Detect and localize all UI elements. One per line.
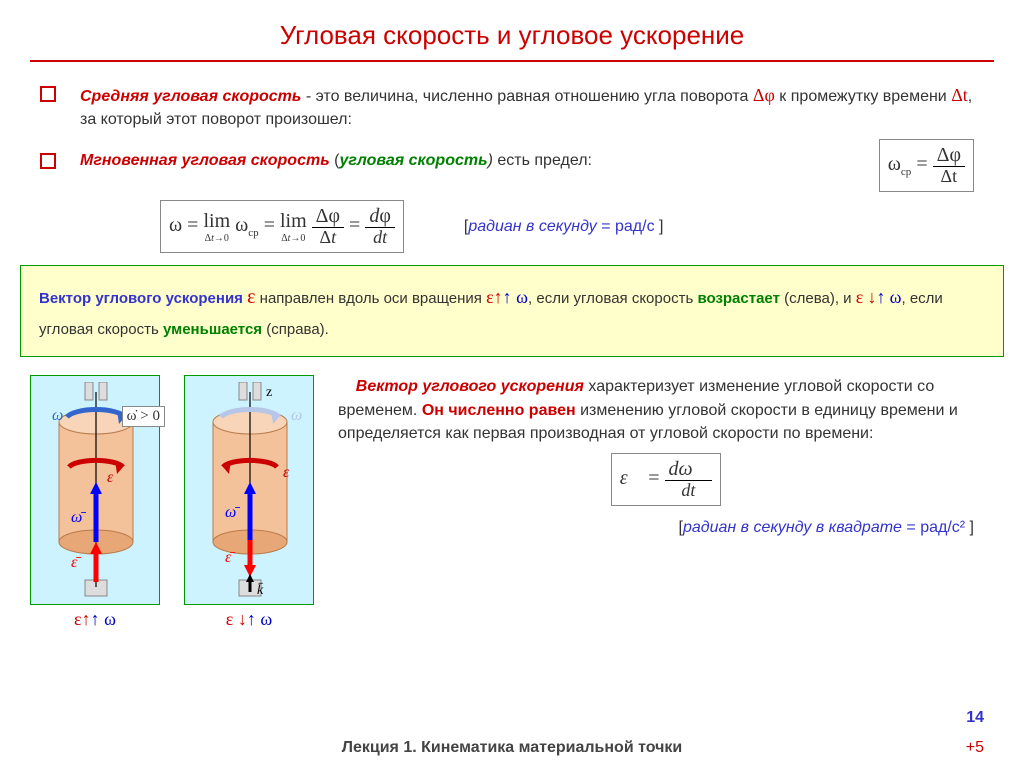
term-avg-angular-velocity: Средняя угловая скорость [80,88,301,105]
delta-phi: Δφ [753,85,775,105]
formula-epsilon: ε⃗ = dω⃗dt [611,453,721,506]
fig-right-label: ε ↓↑ ω [226,609,272,630]
formula-omega-lim: ω = limΔt→0 ωср = limΔt→0 ΔφΔt = dφdt [160,200,404,253]
svg-text:ε: ε [283,464,290,481]
page-number: 14 [966,709,984,727]
svg-text:ω: ω [291,407,302,424]
title-rule [30,59,994,62]
content: Средняя угловая скорость - это величина,… [0,82,1024,253]
fig-left-label: ε↑↑ ω [74,609,116,630]
omega-dot-positive: ω̇ > 0 [122,406,165,427]
cylinder-diagram-right: z ω ε ω̄ ε̄ [184,375,314,605]
svg-text:ε̄: ε̄ [71,554,81,571]
page-title: Угловая скорость и угловое ускорение [0,0,1024,59]
svg-text:z: z [266,385,272,400]
epsilon-symbol: ε [247,286,255,308]
formula-omega-avg: ωср = ΔφΔt [879,139,974,192]
svg-text:k̄: k̄ [257,583,264,599]
bullet-2-text: Мгновенная угловая скорость (угловая ско… [80,149,984,192]
term-inst-angular-velocity: Мгновенная угловая скорость [80,152,330,169]
paragraph-angular-acceleration: Вектор углового ускорения характеризует … [338,375,994,539]
bullet-1-text: Средняя угловая скорость - это величина,… [80,82,984,131]
bullet-1: Средняя угловая скорость - это величина,… [40,82,984,131]
equation-row-1: ω = limΔt→0 ωср = limΔt→0 ΔφΔt = dφdt [р… [160,200,984,253]
unit-2: [радиан в секунду в квадрате = рад/с² ] [338,516,994,539]
cylinder-diagram-left: ω ε ω̄ ε̄ ω̇ > 0 [30,375,160,605]
footer-lecture: Лекция 1. Кинематика материальной точки [0,739,1024,757]
note-box: Вектор углового ускорения ε направлен вд… [20,265,1004,358]
figure-left: ω ε ω̄ ε̄ ω̇ > 0 ε↑↑ ω [30,375,160,630]
unit-1: [радиан в секунду = рад/с ] [464,218,664,236]
svg-text:ε: ε [107,469,114,486]
figures-row: ω ε ω̄ ε̄ ω̇ > 0 ε↑↑ ω [30,375,994,630]
bullet-icon [40,86,56,102]
delta-t: Δt [951,85,968,105]
bullet-icon [40,153,56,169]
svg-text:ω: ω [52,407,63,424]
bullet-2: Мгновенная угловая скорость (угловая ско… [40,149,984,192]
plus-counter: +5 [966,739,984,757]
figure-right: z ω ε ω̄ ε̄ [184,375,314,630]
